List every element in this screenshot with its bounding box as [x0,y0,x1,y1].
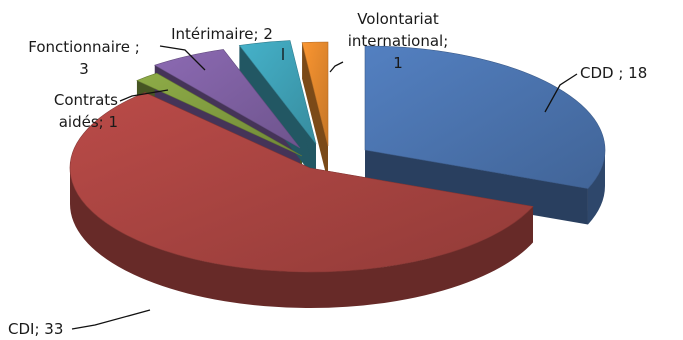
data-labels: CDD ; 18 CDI; 33 Contrats aidés; 1 Fonctionn… [8,10,647,338]
data-label-fonctionnaire: Fonctionnaire ; 3 [28,38,140,78]
slice-fonctionnaire [154,49,301,149]
leader-line-volontariat-international [329,61,344,73]
slice-wall-volontariat-international-0 [302,42,328,183]
data-label-cdi: CDI; 33 [8,320,63,338]
slice-cdd [364,45,606,189]
slice-volontariat-international [301,41,329,147]
slice-contrats-aides [136,72,303,157]
data-label-cdd: CDD ; 18 [580,64,647,82]
data-label-contrats-aides: Contrats aidés; 1 [54,91,118,131]
slice-side-cdi-0 [70,168,533,309]
leader-line-fonctionnaire [159,45,206,71]
slice-tops [69,40,606,273]
data-label-interimaire: Intérimaire; 2 [171,25,273,43]
slice-wall-cdd-1 [365,150,588,225]
leader-line-contrats-aides [119,89,169,102]
slice-interimaire [238,40,317,145]
leader-line-cdd [544,73,578,113]
slice-cdi [69,92,534,273]
data-label-volontariat-international: Volontariat international; 1 [348,10,449,72]
leader-line-cdi [71,309,151,330]
slice-side-cdd-0 [587,150,605,225]
